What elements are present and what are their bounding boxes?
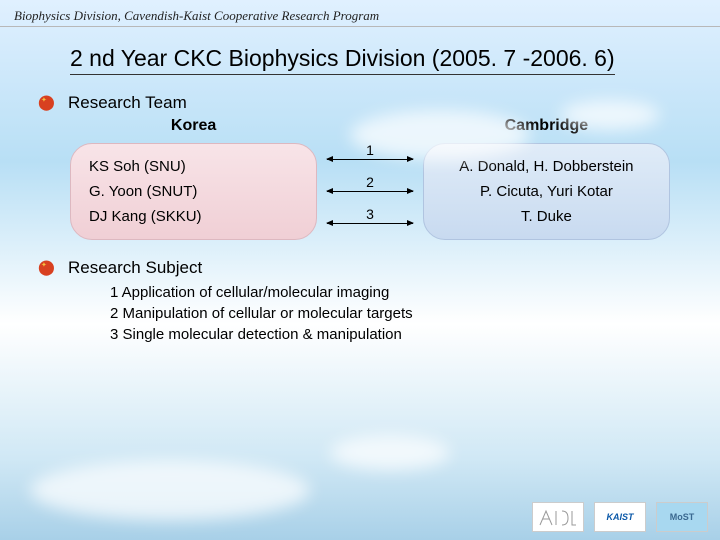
arrow-number: 1 (366, 142, 374, 158)
subject-item: 1 Application of cellular/molecular imag… (110, 282, 720, 303)
program-header: Biophysics Division, Cavendish-Kaist Coo… (0, 0, 720, 27)
cambridge-row: P. Cicuta, Yuri Kotar (428, 179, 665, 204)
arrow-1: 1 (327, 151, 413, 167)
korea-row: G. Yoon (SNUT) (75, 179, 312, 204)
arrow-3: 3 (327, 215, 413, 231)
bullet-icon (38, 94, 60, 112)
subjects-list: 1 Application of cellular/molecular imag… (110, 282, 720, 345)
arrow-number: 3 (366, 206, 374, 222)
footer-logos: KAIST MoST (532, 502, 708, 532)
subject-item: 3 Single molecular detection & manipulat… (110, 324, 720, 345)
most-logo: MoST (656, 502, 708, 532)
page-title: 2 nd Year CKC Biophysics Division (2005.… (70, 45, 615, 75)
university-logo (532, 502, 584, 532)
arrow-2: 2 (327, 183, 413, 199)
section-research-subject: Research Subject (38, 258, 690, 278)
bullet-icon (38, 259, 60, 277)
subject-item: 2 Manipulation of cellular or molecular … (110, 303, 720, 324)
section-label: Research Subject (68, 258, 202, 278)
korea-column: Korea KS Soh (SNU) G. Yoon (SNUT) DJ Kan… (70, 117, 317, 240)
arrow-number: 2 (366, 174, 374, 190)
kaist-logo: KAIST (594, 502, 646, 532)
section-label: Research Team (68, 93, 187, 113)
cambridge-row: T. Duke (428, 204, 665, 229)
korea-row: DJ Kang (SKKU) (75, 204, 312, 229)
korea-header: Korea (70, 117, 317, 135)
korea-row: KS Soh (SNU) (75, 154, 312, 179)
korea-card: KS Soh (SNU) G. Yoon (SNUT) DJ Kang (SKK… (70, 143, 317, 240)
